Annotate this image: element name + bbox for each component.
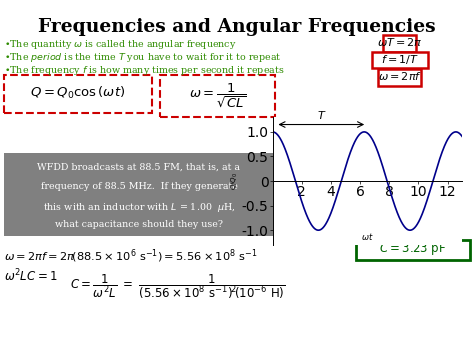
Text: this with an inductor with $L$ = 1.00  $\mu$H,: this with an inductor with $L$ = 1.00 $\… xyxy=(43,201,235,214)
Text: Frequencies and Angular Frequencies: Frequencies and Angular Frequencies xyxy=(38,18,436,36)
Text: •The quantity $\omega$ is called the angular frequency: •The quantity $\omega$ is called the ang… xyxy=(4,38,237,51)
Text: $\omega = 2\pi f$: $\omega = 2\pi f$ xyxy=(378,71,422,82)
Bar xyxy=(4,75,152,113)
Text: WFDD broadcasts at 88.5 FM, that is, at a: WFDD broadcasts at 88.5 FM, that is, at … xyxy=(37,163,240,172)
Text: frequency of 88.5 MHz.  If they generate: frequency of 88.5 MHz. If they generate xyxy=(41,182,237,191)
Text: $C = \dfrac{1}{\omega^2 L}\ =\ \dfrac{1}{\left(5.56\times10^8\ \mathrm{s}^{-1}\r: $C = \dfrac{1}{\omega^2 L}\ =\ \dfrac{1}… xyxy=(70,272,285,301)
Text: $f = 1/T$: $f = 1/T$ xyxy=(381,53,419,66)
Text: $\omega = \dfrac{1}{\sqrt{CL}}$: $\omega = \dfrac{1}{\sqrt{CL}}$ xyxy=(189,82,246,110)
Bar xyxy=(356,240,470,260)
Bar xyxy=(4,153,274,236)
Text: •The frequency $f$ is how many times per second it repeats: •The frequency $f$ is how many times per… xyxy=(4,64,284,77)
Text: $C = 3.23\ \mathrm{pF}$: $C = 3.23\ \mathrm{pF}$ xyxy=(379,241,447,257)
Text: $Q = Q_0\cos\left(\omega t\right)$: $Q = Q_0\cos\left(\omega t\right)$ xyxy=(30,85,126,101)
Text: $\omega = 2\pi f = 2\pi\!\left(88.5\times10^6\ \mathrm{s}^{-1}\right) = 5.56\tim: $\omega = 2\pi f = 2\pi\!\left(88.5\time… xyxy=(4,247,257,264)
Text: what capacitance should they use?: what capacitance should they use? xyxy=(55,220,223,229)
Text: $\omega^2 LC = 1$: $\omega^2 LC = 1$ xyxy=(4,268,57,285)
Bar xyxy=(379,69,421,86)
Text: $\omega T = 2\pi$: $\omega T = 2\pi$ xyxy=(377,37,423,49)
Bar xyxy=(372,52,428,68)
Y-axis label: $Q/Q_0$: $Q/Q_0$ xyxy=(230,172,240,190)
Bar xyxy=(160,75,275,117)
Text: $\omega t$: $\omega t$ xyxy=(361,231,374,242)
Text: $T$: $T$ xyxy=(317,109,326,121)
Bar xyxy=(383,35,417,52)
Text: •The $\it{period}$ is the time $T$ you have to wait for it to repeat: •The $\it{period}$ is the time $T$ you h… xyxy=(4,51,282,64)
